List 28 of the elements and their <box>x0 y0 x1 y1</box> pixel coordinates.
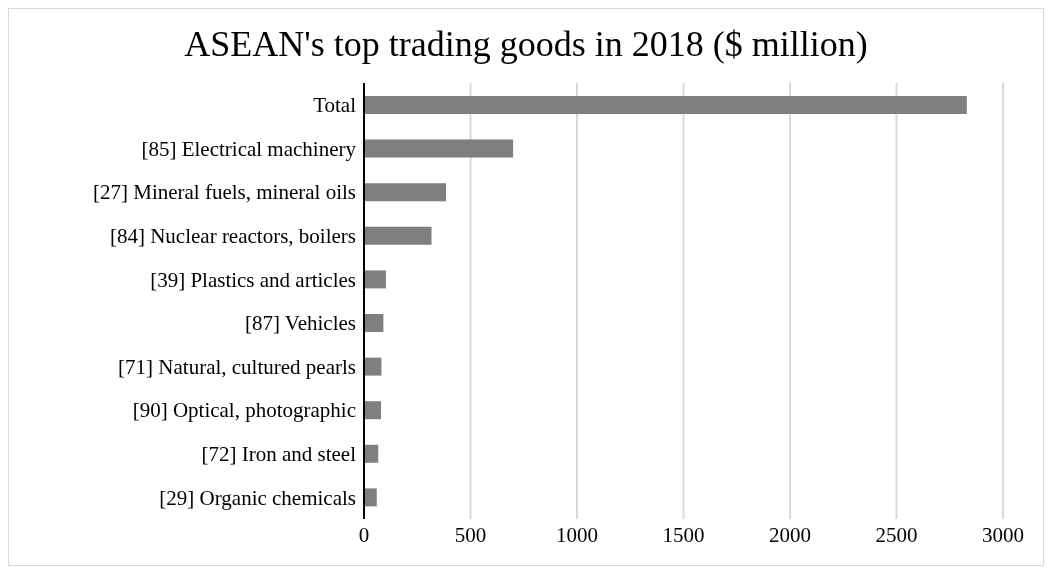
x-tick-label: 2500 <box>875 522 918 547</box>
y-tick-label: Total <box>313 93 357 118</box>
bar <box>364 139 514 158</box>
x-tick-label: 1000 <box>556 522 598 547</box>
y-tick-label: [72] Iron and steel <box>201 442 357 467</box>
bar <box>364 226 432 245</box>
x-tick-label: 3000 <box>982 522 1024 547</box>
x-tick-label: 1500 <box>662 522 705 547</box>
bar <box>364 357 382 376</box>
chart-title: ASEAN's top trading goods in 2018 ($ million) <box>183 23 869 66</box>
bar <box>364 96 967 114</box>
y-tick-label: [71] Natural, cultured pearls <box>118 354 356 379</box>
bar <box>364 444 379 463</box>
y-tick-label: [84] Nuclear reactors, boilers <box>109 224 356 249</box>
y-tick-label: [90] Optical, photographic <box>132 398 356 423</box>
bar <box>364 270 386 289</box>
x-tick-label: 0 <box>358 522 370 547</box>
y-tick-label: [85] Electrical machinery <box>141 136 357 161</box>
y-tick-label: [87] Vehicles <box>245 311 356 336</box>
y-tick-label: [39] Plastics and articles <box>150 267 356 292</box>
x-tick-label: 2000 <box>769 522 811 547</box>
bar <box>364 314 384 332</box>
y-tick-label: [29] Organic chemicals <box>159 485 356 510</box>
y-tick-label: [27] Mineral fuels, mineral oils <box>92 180 356 205</box>
bar <box>364 183 447 202</box>
bar <box>364 401 382 420</box>
bar <box>364 488 377 507</box>
x-tick-label: 500 <box>454 522 487 547</box>
